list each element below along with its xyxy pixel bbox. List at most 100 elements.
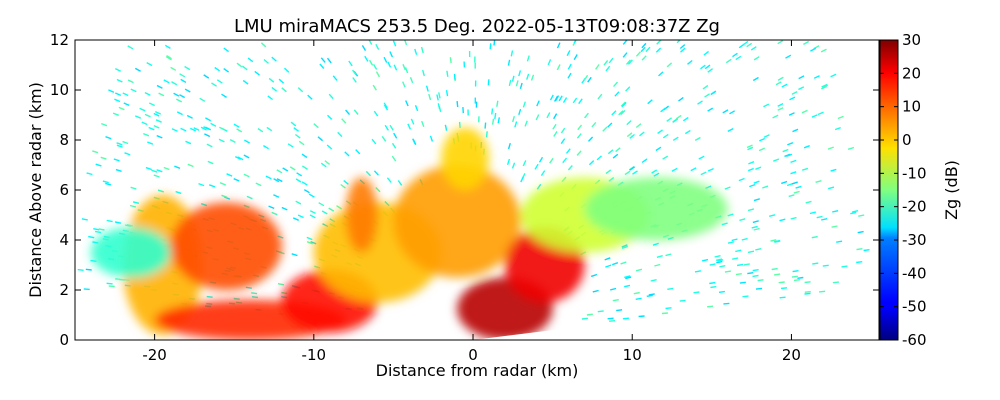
noise-dash (341, 118, 347, 124)
noise-dash (405, 100, 409, 107)
noise-dash (106, 282, 113, 285)
noise-dash (595, 64, 600, 70)
noise-dash (127, 79, 134, 84)
noise-dash (507, 142, 511, 150)
x-tick-label: 0 (468, 346, 478, 364)
noise-dash (375, 71, 381, 78)
noise-dash (155, 110, 162, 115)
noise-dash (748, 161, 755, 165)
noise-dash (175, 98, 183, 103)
noise-dash (773, 158, 780, 162)
noise-dash (775, 81, 782, 86)
noise-dash (769, 214, 776, 217)
noise-dash (407, 123, 412, 130)
noise-dash (755, 166, 762, 170)
noise-dash (425, 85, 429, 92)
noise-dash (522, 160, 527, 167)
noise-dash (750, 46, 757, 51)
noise-dash (812, 262, 819, 265)
noise-dash (857, 230, 864, 234)
noise-dash (785, 54, 792, 59)
noise-dash (263, 144, 269, 150)
noise-dash (828, 186, 835, 190)
noise-dash (343, 180, 349, 185)
noise-dash (804, 291, 811, 293)
noise-dash (791, 90, 798, 95)
noise-dash (679, 44, 686, 50)
noise-dash (263, 58, 269, 64)
axes: -20 -10 0 10 20 0 2 4 6 8 10 12 (50, 31, 879, 364)
noise-dash (210, 122, 217, 127)
noise-dash (852, 210, 859, 213)
noise-dash (588, 160, 595, 166)
noise-dash (170, 66, 177, 71)
noise-dash (402, 64, 406, 71)
noise-dash (536, 100, 540, 107)
noise-dash (755, 248, 762, 251)
noise-dash (281, 87, 287, 93)
noise-dash (710, 285, 717, 289)
noise-dash (675, 114, 682, 120)
noise-dash (337, 131, 343, 138)
noise-dash (175, 190, 182, 195)
noise-dash (101, 122, 108, 127)
noise-dash (798, 86, 805, 91)
noise-dash (612, 299, 619, 302)
noise-dash (553, 95, 559, 102)
noise-dash (597, 93, 603, 100)
noise-dash (149, 102, 155, 107)
noise-dash (83, 288, 90, 291)
noise-dash (621, 244, 628, 248)
noise-dash (320, 162, 327, 168)
noise-dash (612, 153, 619, 159)
noise-dash (704, 93, 710, 98)
noise-dash (592, 289, 599, 293)
noise-dash (822, 84, 829, 89)
noise-dash (134, 115, 142, 119)
noise-dash (732, 257, 739, 260)
noise-dash (243, 154, 250, 159)
noise-dash (297, 214, 304, 219)
noise-dash (549, 94, 554, 101)
noise-dash (326, 144, 333, 150)
noise-dash (578, 98, 583, 105)
noise-dash (790, 171, 797, 175)
noise-dash (718, 290, 725, 293)
noise-dash (586, 313, 593, 316)
noise-dash (428, 93, 432, 101)
colorbar-ticks: 30 20 10 0 -10 -20 -30 -40 -50 -60 (880, 31, 927, 349)
noise-dash (292, 217, 299, 221)
noise-dash (373, 110, 379, 117)
noise-dash (731, 238, 738, 242)
noise-dash (801, 167, 809, 171)
noise-dash (625, 59, 631, 65)
noise-dash (173, 92, 180, 97)
colorbar-tick-label: 30 (902, 31, 921, 49)
noise-dash (355, 149, 361, 155)
noise-dash (372, 84, 377, 91)
noise-dash (324, 160, 331, 165)
echo-region (170, 202, 282, 291)
noise-dash (858, 214, 865, 217)
noise-dash (707, 167, 714, 172)
noise-dash (821, 83, 828, 88)
noise-dash (156, 169, 163, 173)
noise-dash (729, 110, 736, 115)
noise-dash (653, 172, 660, 177)
noise-dash (386, 177, 392, 183)
noise-dash (387, 61, 392, 68)
noise-dash (271, 86, 278, 92)
noise-dash (602, 126, 608, 132)
noise-dash (484, 122, 487, 129)
noise-dash (326, 57, 332, 64)
noise-dash (811, 235, 818, 239)
noise-dash (303, 189, 310, 194)
noise-dash (372, 63, 378, 70)
noise-dash (648, 293, 655, 296)
noise-dash (722, 109, 729, 114)
noise-dash (738, 177, 745, 182)
noise-dash (770, 239, 777, 242)
noise-dash (715, 258, 723, 261)
noise-dash (321, 210, 328, 215)
noise-dash (779, 296, 786, 299)
